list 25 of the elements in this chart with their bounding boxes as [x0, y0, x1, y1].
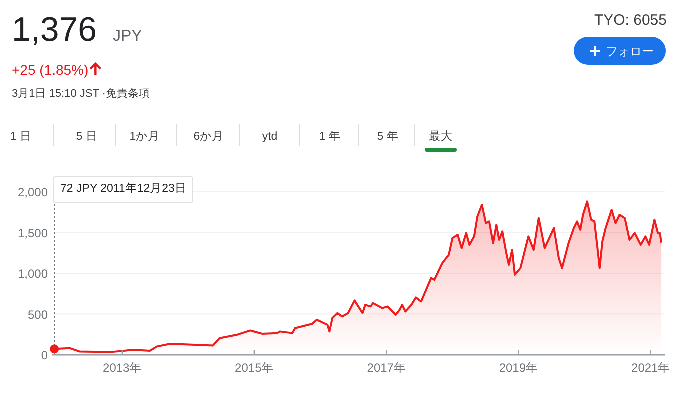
text: 1か月: [130, 130, 160, 143]
x-tick-label: 2013年: [103, 361, 142, 375]
text: TYO: 6055: [594, 12, 667, 29]
text: 1 日: [10, 130, 32, 143]
chart-title: 1,376: [12, 11, 98, 49]
y-tick-label: 1,000: [18, 267, 48, 281]
x-tick-label: 2021年: [632, 361, 670, 375]
x-tick-label: 2019年: [499, 361, 538, 375]
text: ytd: [262, 131, 278, 143]
text: 5 日: [76, 130, 98, 143]
x-tick-label: 2017年: [367, 361, 406, 375]
text: 6か月: [194, 130, 224, 143]
annotation: 72 JPY 2011年12月23日: [60, 182, 187, 195]
text: +25 (1.85%): [12, 62, 89, 78]
x-tick-label: 2015年: [235, 361, 274, 375]
y-tick-label: 500: [28, 308, 48, 322]
text: フォロー: [606, 44, 654, 58]
text: 最大: [429, 130, 453, 143]
y-tick-label: 2,000: [18, 186, 48, 200]
text: 1 年: [319, 130, 341, 143]
text: 5 年: [377, 130, 399, 143]
y-tick-label: 0: [41, 348, 48, 362]
text: 3月1日 15:10 JST ·免責条項: [12, 87, 150, 100]
y-tick-label: 1,500: [18, 226, 48, 240]
text: JPY: [113, 28, 143, 45]
